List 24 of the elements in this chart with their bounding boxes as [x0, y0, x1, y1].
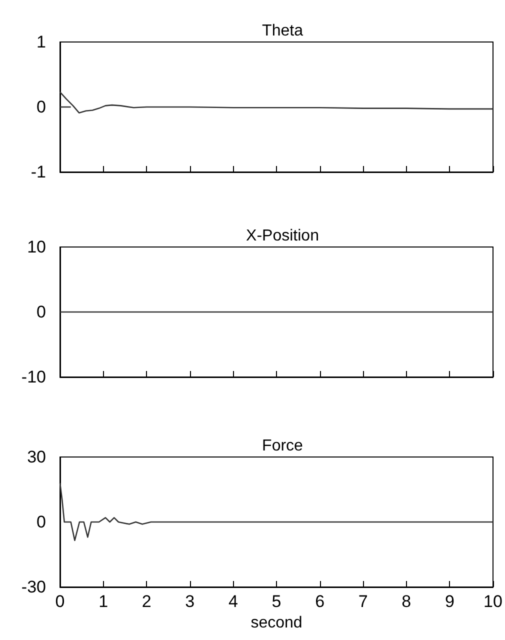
y-tick-label: 0 [36, 512, 46, 532]
chart-title: Force [262, 438, 304, 454]
x-tick-label: 5 [272, 592, 282, 611]
x-tick-label: 9 [444, 592, 454, 611]
y-tick-label: -1 [30, 162, 46, 182]
y-tick-label: 0 [36, 302, 46, 322]
y-tick-label: -10 [21, 368, 46, 386]
x-tick-label: 8 [402, 592, 412, 611]
y-tick-label: 1 [36, 32, 46, 52]
y-tick-label: 0 [36, 98, 46, 116]
y-tick-label: 30 [27, 448, 46, 466]
x-tick-label: 2 [142, 592, 152, 611]
chart-title: X-Position [246, 228, 319, 244]
x-tick-label: 6 [315, 592, 325, 611]
x-axis-title: second [250, 614, 302, 632]
x-tick-label: 4 [228, 592, 238, 611]
y-tick-label: -30 [21, 578, 46, 596]
x-tick-label: 7 [358, 592, 368, 611]
chart-title: Theta [262, 22, 304, 40]
x-tick-label: 0 [55, 592, 65, 611]
y-tick-label: 10 [27, 238, 46, 256]
x-tick-label: 3 [185, 592, 195, 611]
x-tick-label: 10 [484, 592, 502, 611]
x-tick-label: 1 [98, 592, 108, 611]
